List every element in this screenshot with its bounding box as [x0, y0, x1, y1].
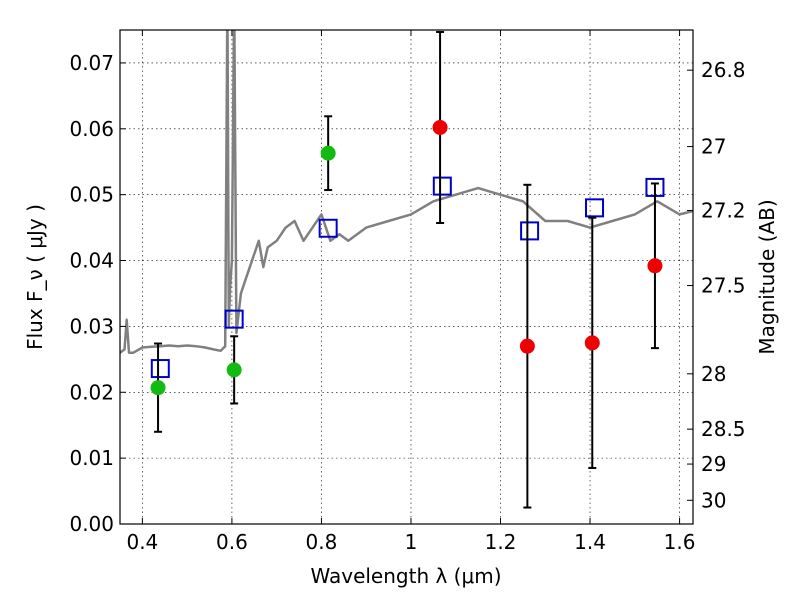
right-tick-label: 29	[701, 452, 726, 476]
observed-flux-point	[320, 145, 336, 161]
right-tick-label: 28	[701, 362, 726, 386]
y-tick-label: 0.03	[69, 314, 114, 338]
observed-flux-point	[432, 119, 448, 135]
x-tick-label: 0.6	[216, 530, 248, 554]
y-tick-label: 0.02	[69, 380, 114, 404]
x-tick-label: 0.4	[126, 530, 158, 554]
y-tick-label: 0.04	[69, 249, 114, 273]
y-tick-label: 0.07	[69, 51, 114, 75]
plot-frame	[119, 29, 694, 525]
model-flux-square	[224, 309, 244, 329]
observed-flux-point	[584, 335, 600, 351]
right-tick-label: 26.8	[701, 58, 746, 82]
x-tick-label: 1	[405, 530, 418, 554]
y-tick-label: 0.06	[69, 117, 114, 141]
y-tick-label: 0.05	[69, 183, 114, 207]
axes: 0.4 0.6 0.8 1 1.2 1.4 1.6 0.00 0.01 0.02 0.03 0.04 0…	[69, 30, 746, 554]
right-tick-label: 28.5	[701, 417, 746, 441]
model-flux-square	[585, 198, 605, 218]
y-tick-label: 0.00	[69, 512, 114, 536]
model-flux-square	[318, 218, 338, 238]
model-flux-square	[520, 221, 540, 241]
x-axis-label: Wavelength λ (μm)	[310, 564, 501, 588]
right-tick-label: 30	[701, 488, 726, 512]
right-axis-label: Magnitude (AB)	[755, 199, 779, 354]
x-tick-label: 1.4	[574, 530, 606, 554]
right-tick-label: 27	[701, 135, 726, 159]
template-spectrum-line	[120, 30, 693, 354]
y-axis-label: Flux F_ν ( μJy )	[23, 204, 47, 350]
y-tick-label: 0.01	[69, 446, 114, 470]
observed-flux-point	[647, 258, 663, 274]
x-tick-label: 1.6	[664, 530, 696, 554]
observed-flux-point	[226, 362, 242, 378]
model-flux-square	[150, 359, 170, 379]
right-tick-label: 27.5	[701, 274, 746, 298]
observed-flux-point	[519, 338, 535, 354]
x-tick-label: 1.2	[485, 530, 517, 554]
right-tick-label: 27.2	[701, 198, 746, 222]
model-flux-square	[432, 176, 452, 196]
x-tick-label: 0.8	[306, 530, 338, 554]
plot-area	[120, 30, 693, 509]
observed-flux-point	[150, 380, 166, 396]
